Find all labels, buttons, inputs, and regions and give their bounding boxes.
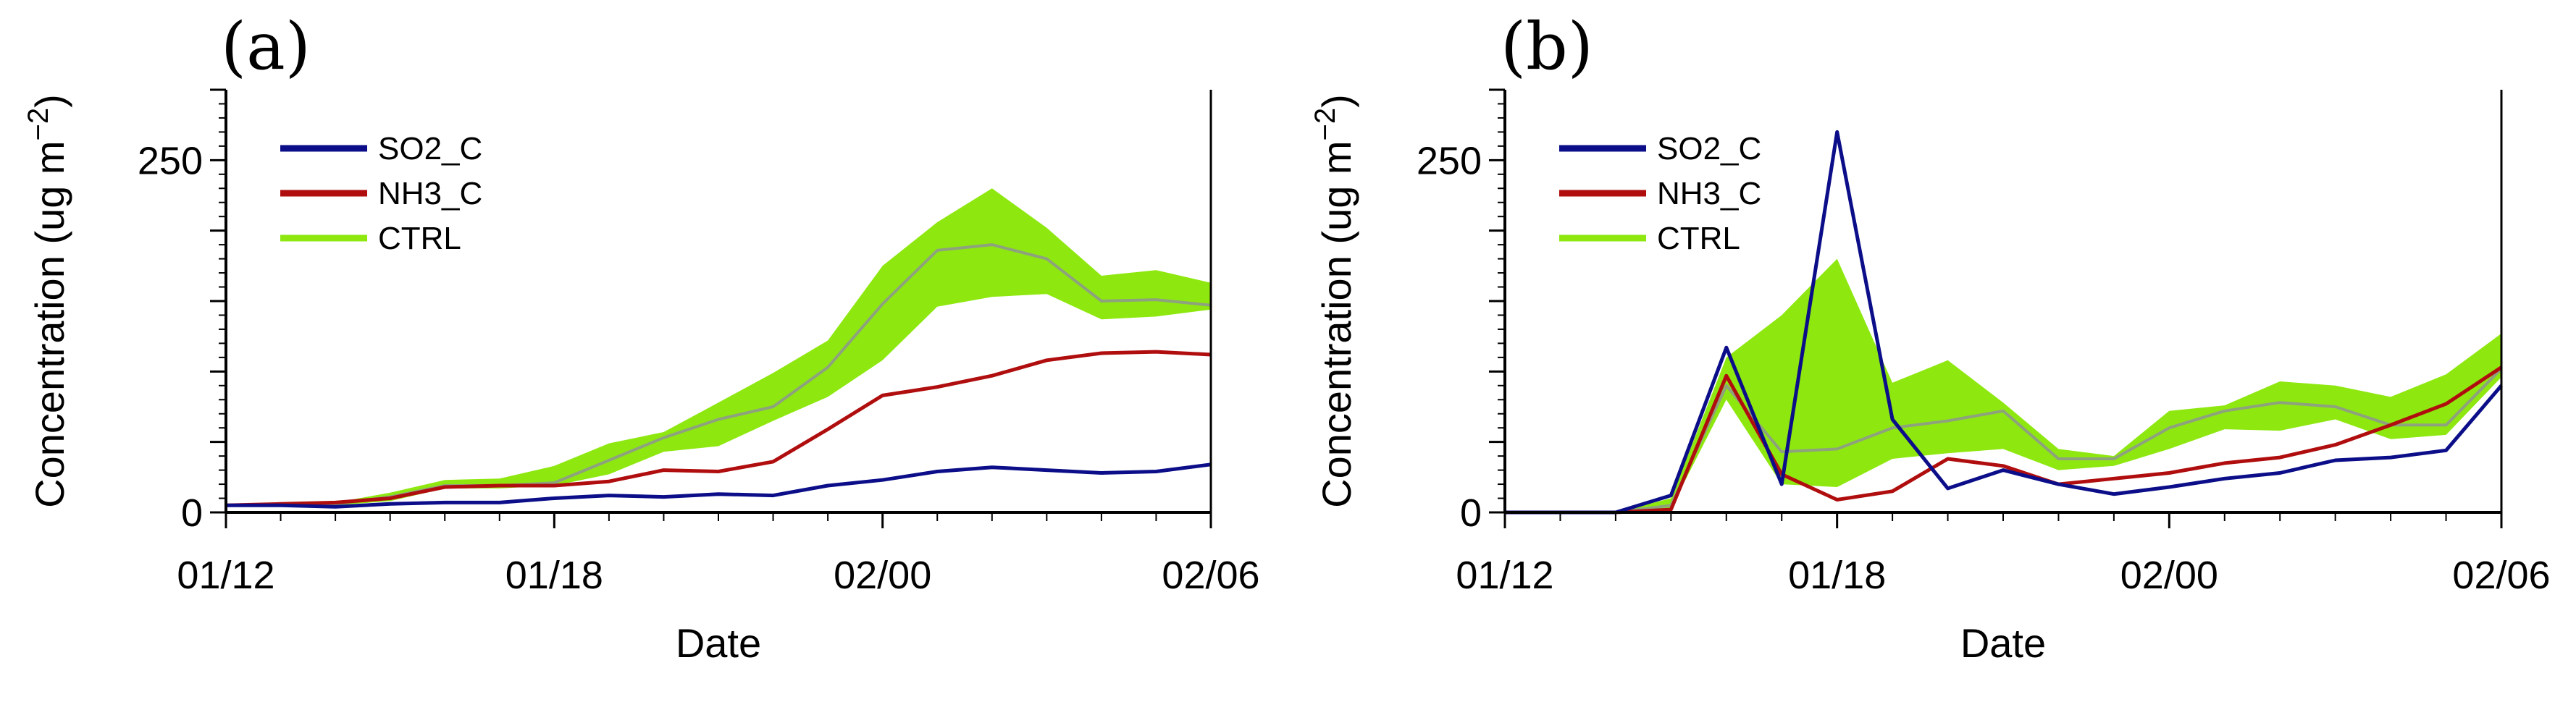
legend-label: SO2_C <box>378 131 482 166</box>
x-tick-label: 01/12 <box>177 554 274 597</box>
x-tick-label: 02/00 <box>2120 554 2218 597</box>
y-axis-title-main: Concentration (ug m <box>27 140 72 507</box>
y-axis-title: Concentration (ug m−2) <box>22 94 72 508</box>
panel-a: (a) 0 250 01/12 01/18 02/00 02/06 Date Concentra… <box>22 9 1260 666</box>
legend-label: NH3_C <box>378 176 482 211</box>
ctrl-range-band <box>1505 258 2501 512</box>
y-axis-title: Concentration (ug m−2) <box>1309 94 1359 508</box>
x-tick-label: 02/06 <box>2452 554 2550 597</box>
ctrl-range-band <box>226 188 1211 506</box>
y-axis-title-exponent: −2 <box>22 108 54 141</box>
legend-label: CTRL <box>378 221 461 256</box>
legend-label: NH3_C <box>1657 176 1761 211</box>
series-line-so2-c <box>226 462 1212 509</box>
panel-label: (b) <box>1501 9 1593 85</box>
y-axis-title-suffix: ) <box>27 94 72 108</box>
x-tick-label: 02/00 <box>834 554 931 597</box>
x-tick-label: 01/12 <box>1456 554 1553 597</box>
series-line-nh3-c <box>225 350 1212 507</box>
x-axis-title: Date <box>676 620 761 666</box>
legend: SO2_C NH3_C CTRL <box>1559 131 1761 256</box>
y-tick-label: 250 <box>1417 139 1482 182</box>
y-tick-label: 0 <box>1460 491 1482 535</box>
x-tick-label: 02/06 <box>1162 554 1259 597</box>
series-line-so2-c <box>1505 130 2503 515</box>
legend-label: SO2_C <box>1657 131 1761 166</box>
legend: SO2_C NH3_C CTRL <box>280 131 482 256</box>
y-tick-label: 250 <box>138 139 203 182</box>
y-tick-label: 0 <box>181 491 203 535</box>
y-axis-title-main: Concentration (ug m <box>1314 140 1359 507</box>
y-axis-title-suffix: ) <box>1314 94 1359 108</box>
panel-label: (a) <box>221 9 311 85</box>
legend-label: CTRL <box>1657 221 1740 256</box>
y-axis-title-exponent: −2 <box>1309 108 1341 141</box>
series-line-nh3-c <box>1505 365 2503 515</box>
panel-b: (b) 0 250 01/12 01/18 02/00 02/06 Date Concentra… <box>1309 9 2551 666</box>
x-tick-label: 01/18 <box>1788 554 1886 597</box>
x-axis-title: Date <box>1960 620 2046 666</box>
x-tick-label: 01/18 <box>505 554 603 597</box>
